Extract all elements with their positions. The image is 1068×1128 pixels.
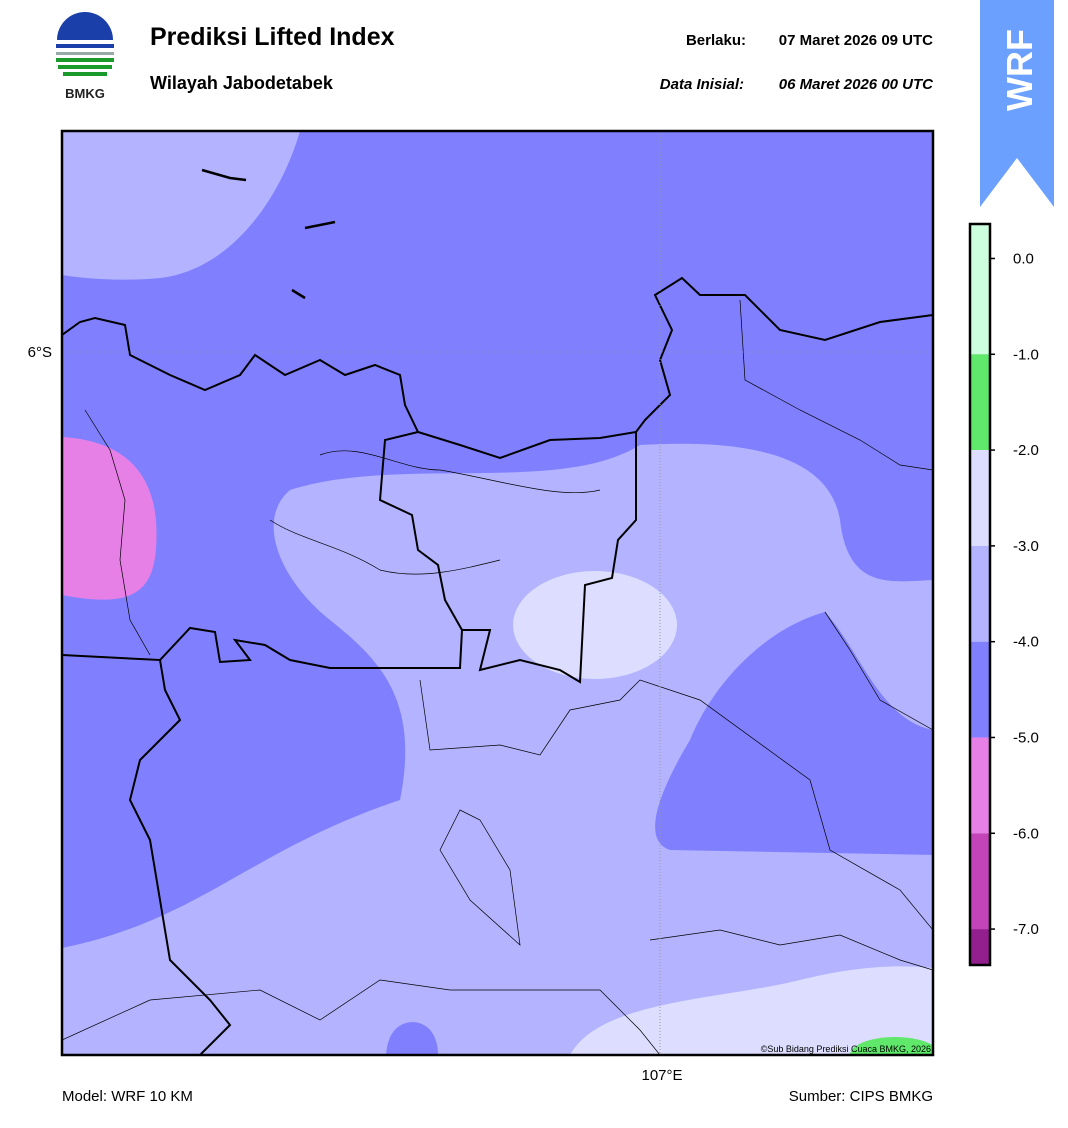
map-frame	[60, 129, 935, 1057]
logo: BMKG	[56, 12, 114, 101]
valid-label: Berlaku:	[686, 32, 746, 49]
init-label: Data Inisial:	[660, 76, 744, 93]
model-text: Model: WRF 10 KM	[62, 1088, 193, 1105]
colorbar-band	[970, 833, 990, 930]
colorbar-tick-label: -1.0	[1013, 346, 1039, 363]
source-text: Sumber: CIPS BMKG	[789, 1088, 933, 1105]
valid-time: 07 Maret 2026 09 UTC	[779, 32, 933, 49]
colorbar-band	[970, 354, 990, 451]
colorbar-tick-label: -5.0	[1013, 729, 1039, 746]
colorbar-band	[970, 450, 990, 546]
colorbar-tick-label: -6.0	[1013, 825, 1039, 842]
banner-text: WRF	[999, 29, 1040, 111]
colorbar-band	[970, 545, 990, 642]
map: ©Sub Bidang Prediksi Cuaca BMKG, 2026	[62, 131, 933, 1055]
init-time: 06 Maret 2026 00 UTC	[779, 76, 934, 93]
colorbar-tick-label: -7.0	[1013, 921, 1039, 938]
logo-text: BMKG	[65, 86, 105, 101]
lon-label: 107°E	[641, 1067, 682, 1084]
colorbar-tick-label: 0.0	[1013, 250, 1034, 267]
colorbar-band	[970, 737, 990, 834]
colorbar-tick-label: -3.0	[1013, 538, 1039, 555]
lat-label: 6°S	[28, 344, 52, 361]
subtitle: Wilayah Jabodetabek	[150, 73, 334, 93]
colorbar: 0.0 -1.0 -2.0 -3.0 -4.0 -5.0 -6.0 -7.0	[968, 222, 1039, 967]
colorbar-band	[970, 929, 990, 965]
colorbar-tick-label: -2.0	[1013, 442, 1039, 459]
colorbar-band	[970, 224, 990, 355]
title: Prediksi Lifted Index	[150, 23, 395, 51]
colorbar-frame	[968, 222, 992, 967]
colorbar-tick-label: -4.0	[1013, 634, 1039, 651]
banner	[980, 0, 1054, 207]
colorbar-band	[970, 641, 990, 738]
credit: ©Sub Bidang Prediksi Cuaca BMKG, 2026	[761, 1044, 931, 1054]
